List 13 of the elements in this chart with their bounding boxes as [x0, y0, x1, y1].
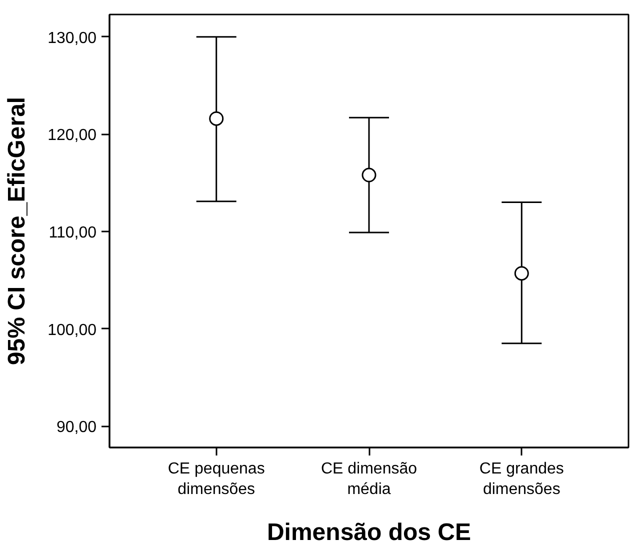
x-axis-title: Dimensão dos CE	[266, 518, 472, 546]
y-tick-label: 90,00	[56, 419, 97, 436]
point	[209, 111, 224, 126]
y-tick-label: 130,00	[48, 30, 97, 47]
y-axis-title: 95% CI score_EficGeral	[4, 96, 31, 366]
point	[362, 168, 376, 182]
point	[514, 266, 529, 281]
y-tick-label: 120,00	[48, 127, 97, 144]
x-tick-label: CE dimensão média	[320, 460, 418, 498]
x-tick-label: CE pequenas dimensões	[168, 460, 265, 498]
y-tick-label: 110,00	[48, 224, 97, 242]
x-tick-label: CE grandes dimensões	[479, 460, 564, 498]
y-tick-label: 100,00	[48, 322, 97, 339]
